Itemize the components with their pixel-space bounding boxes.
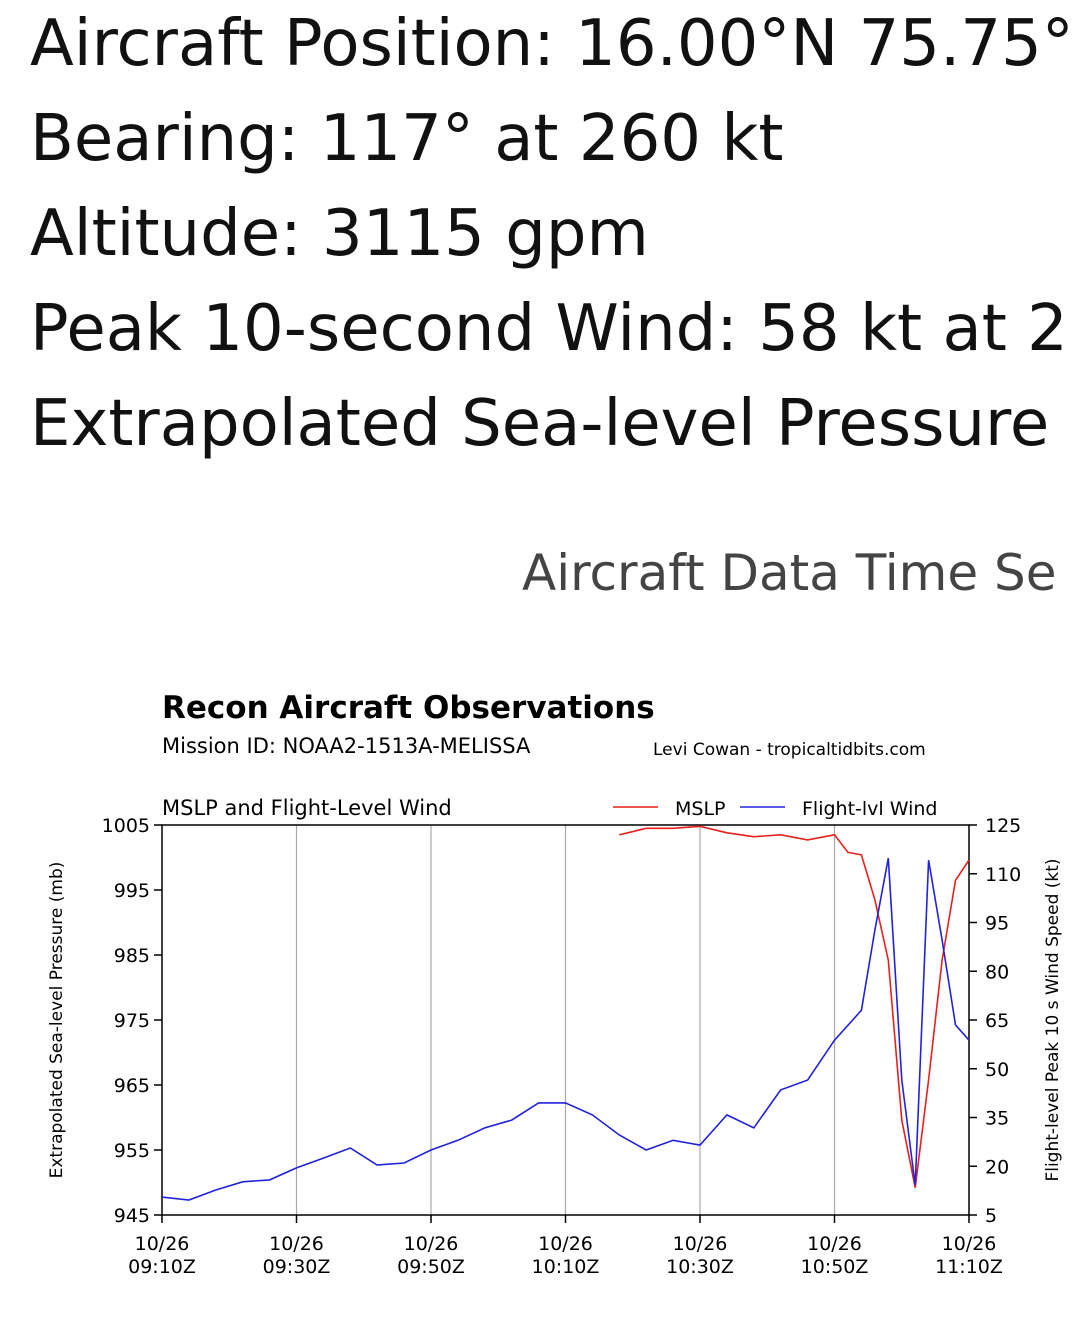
panel-title: MSLP and Flight-Level Wind [162, 796, 452, 820]
y2-tick-label: 65 [985, 1010, 1009, 1032]
chart-title: Recon Aircraft Observations [162, 690, 655, 726]
info-line: Altitude: 3115 gpm [30, 197, 649, 271]
x-tick-label: 10/26 11:10Z [935, 1233, 1003, 1278]
y-tick-label: 965 [114, 1075, 150, 1097]
chart-subtitle: Mission ID: NOAA2-1513A-MELISSA [162, 734, 531, 758]
legend-label: MSLP [675, 798, 726, 820]
y2-tick-label: 125 [985, 815, 1021, 837]
y-tick-label: 955 [114, 1140, 150, 1162]
x-tick-label: 10/26 10:30Z [666, 1233, 734, 1278]
y-tick-label: 995 [114, 880, 150, 902]
series-line [161, 858, 970, 1201]
legend-label: Flight-lvl Wind [802, 798, 938, 820]
y2-tick-label: 35 [985, 1108, 1009, 1130]
y2-tick-label: 110 [985, 864, 1021, 886]
y2-tick-label: 5 [985, 1205, 997, 1227]
y2-axis-label: Flight-level Peak 10 s Wind Speed (kt) [1043, 858, 1063, 1181]
x-tick-label: 10/26 10:10Z [532, 1233, 600, 1278]
section-title: Aircraft Data Time Se [522, 544, 1057, 602]
y-tick-label: 1005 [102, 815, 150, 837]
y2-tick-label: 80 [985, 961, 1009, 983]
y2-tick-label: 20 [985, 1156, 1009, 1178]
y-tick-label: 945 [114, 1205, 150, 1227]
x-tick-label: 10/26 10:50Z [801, 1233, 869, 1278]
info-lines: Aircraft Position: 16.00°N 75.75° Bearin… [30, 7, 1074, 461]
y-axis-label: Extrapolated Sea-level Pressure (mb) [47, 862, 67, 1179]
y-tick-label: 985 [114, 945, 150, 967]
info-line: Aircraft Position: 16.00°N 75.75° [30, 7, 1074, 81]
info-line: Bearing: 117° at 260 kt [30, 102, 784, 176]
info-line: Extrapolated Sea-level Pressure [30, 387, 1049, 461]
plot-frame [161, 824, 970, 1216]
info-line: Peak 10-second Wind: 58 kt at 2 [30, 292, 1068, 366]
y2-tick-label: 95 [985, 913, 1009, 935]
x-tick-label: 10/26 09:30Z [263, 1233, 331, 1278]
chart-credit: Levi Cowan - tropicaltidbits.com [653, 740, 926, 760]
series-line [619, 825, 970, 1188]
y2-tick-label: 50 [985, 1059, 1009, 1081]
y-tick-label: 975 [114, 1010, 150, 1032]
x-tick-label: 10/26 09:10Z [128, 1233, 196, 1278]
x-tick-label: 10/26 09:50Z [397, 1233, 465, 1278]
